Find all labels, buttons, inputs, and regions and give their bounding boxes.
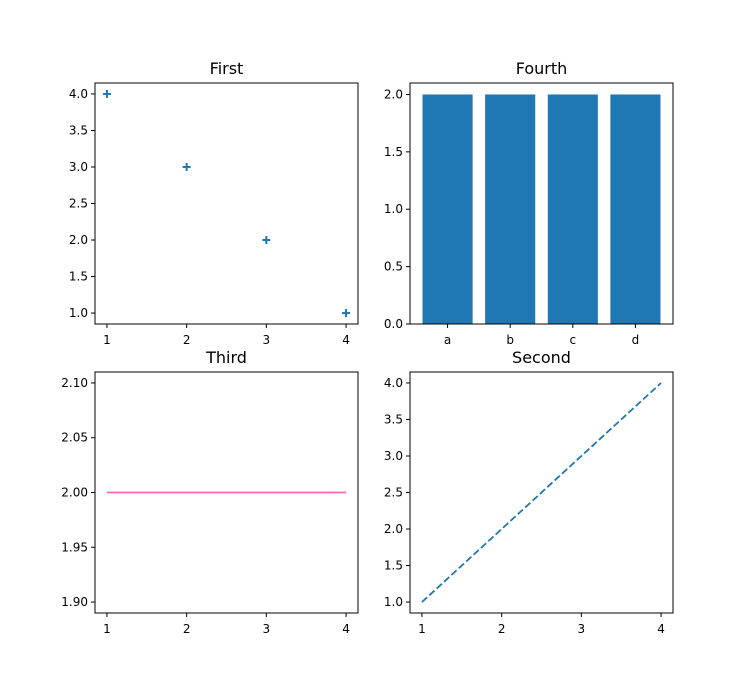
y-tick-label: 2.0 bbox=[384, 87, 403, 101]
subplot-third: Third 1.90 1.95 2.00 2.05 2.10 1 2 3 4 bbox=[61, 348, 359, 636]
chart-title-first: First bbox=[210, 59, 244, 78]
y-tick-label: 2.5 bbox=[384, 486, 403, 500]
scatter-point bbox=[182, 162, 191, 171]
y-tick-label: 1.5 bbox=[384, 559, 403, 573]
x-tick-label: 1 bbox=[103, 622, 111, 636]
scatter-point bbox=[102, 89, 111, 98]
y-tick-label: 2.0 bbox=[384, 522, 403, 536]
y-tick-label: 3.0 bbox=[69, 160, 88, 174]
y-tick-label: 4.0 bbox=[69, 87, 88, 101]
y-tick-label: 1.5 bbox=[384, 145, 403, 159]
x-tick-label: 2 bbox=[183, 622, 191, 636]
subplot-second: Second 1.0 1.5 2.0 2.5 3.0 3.5 4.0 1 2 3 4 bbox=[384, 348, 674, 636]
x-tick-label: b bbox=[506, 333, 514, 347]
axes-frame bbox=[409, 82, 674, 325]
y-tick-label: 2.5 bbox=[69, 197, 88, 211]
y-tick-label: 1.0 bbox=[384, 202, 403, 216]
series-line-second bbox=[421, 382, 662, 603]
x-tick-label: 3 bbox=[263, 622, 271, 636]
x-tick-label: 4 bbox=[342, 333, 350, 347]
x-tick-label: c bbox=[570, 333, 577, 347]
chart-title-second: Second bbox=[512, 348, 571, 367]
x-tick-label: a bbox=[444, 333, 451, 347]
y-tick-label: 3.5 bbox=[69, 123, 88, 137]
x-tick-label: 3 bbox=[263, 333, 271, 347]
axes-frame bbox=[94, 82, 359, 325]
bar-a bbox=[422, 94, 473, 324]
bar-d bbox=[610, 94, 661, 324]
y-tick-label: 0.0 bbox=[384, 317, 403, 331]
scatter-point bbox=[342, 309, 351, 318]
chart-title-fourth: Fourth bbox=[516, 59, 568, 78]
y-tick-label: 1.0 bbox=[69, 306, 88, 320]
x-tick-label: 1 bbox=[418, 622, 426, 636]
y-tick-label: 2.05 bbox=[61, 431, 88, 445]
y-tick-label: 3.0 bbox=[384, 449, 403, 463]
subplot-first: First 1.0 1.5 2.0 2.5 3.0 3.5 4.0 1 2 3 4 bbox=[69, 59, 359, 347]
y-tick-label: 1.0 bbox=[384, 595, 403, 609]
bar-b bbox=[485, 94, 536, 324]
x-tick-label: 2 bbox=[183, 333, 191, 347]
bar-c bbox=[547, 94, 598, 324]
x-tick-label: 4 bbox=[342, 622, 350, 636]
x-tick-label: 1 bbox=[103, 333, 111, 347]
scatter-point bbox=[262, 236, 271, 245]
y-tick-label: 1.95 bbox=[61, 540, 88, 554]
y-tick-label: 2.10 bbox=[61, 376, 88, 390]
chart-title-third: Third bbox=[205, 348, 247, 367]
y-tick-label: 3.5 bbox=[384, 412, 403, 426]
y-tick-label: 2.00 bbox=[61, 486, 88, 500]
x-tick-label: 3 bbox=[578, 622, 586, 636]
x-tick-label: d bbox=[632, 333, 640, 347]
x-tick-label: 2 bbox=[498, 622, 506, 636]
y-tick-label: 0.5 bbox=[384, 260, 403, 274]
subplot-fourth: Fourth 0.0 0.5 1.0 1.5 2.0 a b c d bbox=[384, 59, 674, 347]
y-tick-label: 4.0 bbox=[384, 376, 403, 390]
x-tick-label: 4 bbox=[657, 622, 665, 636]
y-tick-label: 1.90 bbox=[61, 595, 88, 609]
y-tick-label: 1.5 bbox=[69, 270, 88, 284]
y-tick-label: 2.0 bbox=[69, 233, 88, 247]
